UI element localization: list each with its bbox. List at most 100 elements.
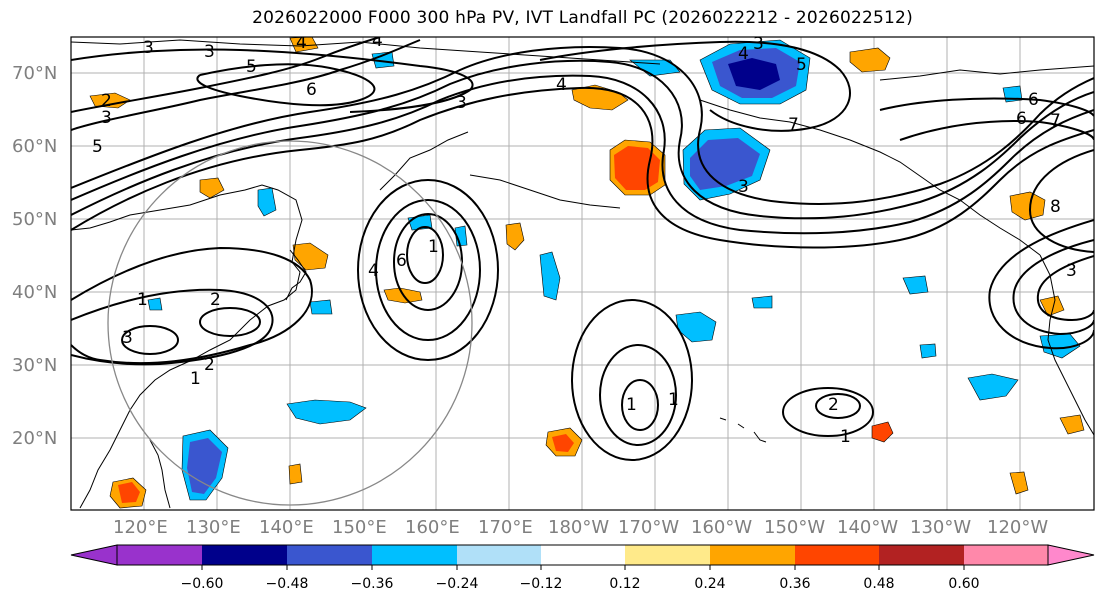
lat-tick-label: 30°N <box>12 355 57 376</box>
pv-negative-region <box>539 251 561 301</box>
colorbar-bin <box>625 545 710 565</box>
pv-contour-line <box>1012 239 1094 336</box>
alaska-coastline <box>699 99 1041 256</box>
contour-label: 2 <box>101 91 112 111</box>
contour-label: 7 <box>1050 111 1061 131</box>
contour-label: 3 <box>204 42 215 62</box>
pv-contour-line <box>879 97 1094 117</box>
lon-tick-label: 130°W <box>910 517 971 538</box>
contour-label: 2 <box>210 290 221 310</box>
contour-label: 4 <box>738 44 749 64</box>
contour-label: 3 <box>753 34 764 54</box>
pv-contour-line <box>71 86 1094 249</box>
pv-contour-loop <box>621 379 659 431</box>
lon-tick-label: 170°E <box>478 517 533 538</box>
contour-label: 4 <box>556 75 567 95</box>
contour-label: 6 <box>1028 90 1039 110</box>
contour-label: 3 <box>101 108 112 128</box>
pv-contour-loop <box>406 226 444 284</box>
pv-contour-loop <box>121 325 179 355</box>
contour-label: 1 <box>190 369 201 389</box>
kamchatka-coastline <box>379 131 469 191</box>
pv-contour-line <box>71 59 1094 220</box>
pv-contour-line <box>71 74 1094 235</box>
colorbar-tick-label: 0.36 <box>779 576 810 592</box>
pv-negative-region <box>187 438 222 494</box>
contour-label: 1 <box>137 290 148 310</box>
contour-label: 3 <box>122 328 133 348</box>
pv-positive-region <box>871 421 894 443</box>
contour-label: 6 <box>1016 109 1027 129</box>
pv-positive-region <box>288 463 303 485</box>
contour-label: 5 <box>92 137 103 157</box>
colorbar-tick-label: −0.24 <box>436 576 479 592</box>
pv-contour-line <box>71 246 313 365</box>
pv-negative-region <box>919 343 937 359</box>
pv-negative-region <box>751 295 773 309</box>
contour-label: 3 <box>1066 261 1077 281</box>
colorbar: −0.60 −0.48 −0.36 −0.24 −0.12 0.12 0.24 … <box>70 544 1095 592</box>
pv-contour-line <box>1028 149 1094 253</box>
contour-label: 3 <box>456 93 467 113</box>
pv-contour-line <box>1036 255 1094 322</box>
pv-contour-line <box>71 37 381 113</box>
pv-negative-region <box>257 187 277 217</box>
colorbar-extend-min <box>70 544 118 566</box>
lat-tick-label: 20°N <box>12 428 57 449</box>
colorbar-bin <box>879 545 964 565</box>
lon-tick-label: 180°W <box>548 517 609 538</box>
pv-positive-region <box>849 47 891 73</box>
map-title: 2026022000 F000 300 hPa PV, IVT Landfall… <box>252 8 913 28</box>
colorbar-bin <box>287 545 372 565</box>
japan-coastline <box>285 249 307 301</box>
pv-positive-region <box>89 92 131 109</box>
contour-label: 1 <box>668 390 679 410</box>
colorbar-tick-label: 0.12 <box>609 576 640 592</box>
pv-positive-region <box>505 222 525 251</box>
contour-label: 8 <box>1050 197 1061 217</box>
contour-label: 1 <box>428 237 439 257</box>
aleutian-islands <box>469 174 621 209</box>
pv-positive-region <box>1039 295 1065 317</box>
contour-label: 3 <box>738 177 749 197</box>
latitude-axis: 70°N 60°N 50°N 40°N 30°N 20°N <box>12 63 57 449</box>
pv-contour-loop <box>357 179 499 361</box>
lon-tick-label: 160°E <box>405 517 460 538</box>
pv-contour-loop <box>571 299 693 461</box>
philippines-islands <box>149 439 171 509</box>
lon-tick-label: 140°E <box>259 517 314 538</box>
lat-tick-label: 40°N <box>12 282 57 303</box>
contour-label: 4 <box>372 31 383 51</box>
lon-tick-label: 120°W <box>987 517 1048 538</box>
pv-contour-loop <box>599 344 677 446</box>
contour-label-group: 3 3 4 4 5 6 2 3 5 3 4 3 5 4 7 6 7 6 8 1 <box>92 31 1077 447</box>
pv-negative-region <box>967 373 1019 401</box>
longitude-axis: 120°E 130°E 140°E 150°E 160°E 170°E 180°… <box>113 517 1048 538</box>
lat-tick-label: 50°N <box>12 209 57 230</box>
pv-negative-region <box>902 275 929 295</box>
contour-label: 1 <box>840 427 851 447</box>
colorbar-ticks <box>201 565 965 570</box>
contour-label: 6 <box>396 251 407 271</box>
pv-contour-loop <box>375 199 481 341</box>
pv-negative-region <box>309 299 333 315</box>
lon-tick-label: 150°W <box>764 517 825 538</box>
colorbar-tick-label: −0.12 <box>520 576 563 592</box>
lon-tick-label: 150°E <box>332 517 387 538</box>
lon-tick-label: 160°W <box>691 517 752 538</box>
contour-label: 5 <box>246 57 257 77</box>
pv-contour-line <box>71 45 1094 205</box>
pv-negative-region <box>286 399 367 425</box>
colorbar-tick-label: −0.36 <box>351 576 394 592</box>
colorbar-bin <box>372 545 457 565</box>
lon-tick-label: 140°W <box>837 517 898 538</box>
pv-negative-region <box>690 138 760 190</box>
colorbar-tick-label: 0.48 <box>863 576 894 592</box>
pv-positive-region <box>552 434 574 452</box>
pv-positive-region <box>1009 191 1046 221</box>
colorbar-bin <box>117 545 202 565</box>
lat-tick-label: 70°N <box>12 63 57 84</box>
pv-positive-region <box>1059 414 1085 435</box>
colorbar-tick-label: 0.24 <box>694 576 725 592</box>
